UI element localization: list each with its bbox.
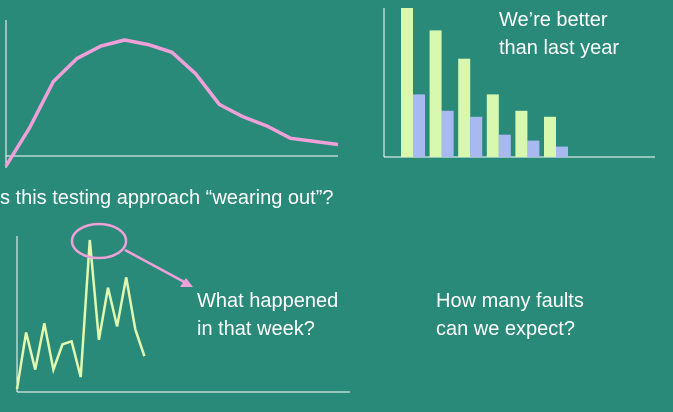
happened-text-line1: What happened [197,290,339,312]
curve-series-line [4,38,339,167]
bar-last-6 [556,146,568,157]
question-text: s this testing approach “wearing out”? [0,187,334,209]
faults-text-line1: How many faults [436,290,584,312]
annotation-arrowhead [180,278,193,287]
bar-current-3 [458,58,471,158]
better-text-line2: than last year [499,37,620,59]
bar-chart [383,8,655,158]
bar-current-6 [544,116,556,157]
curve-chart [4,20,339,168]
annotation-arrow [124,248,189,286]
happened-text-line2: in that week? [197,318,315,340]
spike-highlight-ellipse [70,222,128,260]
spike-chart [15,222,350,393]
better-text-line1: We’re better [499,9,608,31]
bar-last-5 [527,140,540,157]
bar-current-2 [429,30,442,157]
bar-current-5 [515,110,528,157]
bar-current-4 [486,94,499,157]
faults-text-line2: can we expect? [436,318,575,340]
bar-current-1 [401,8,413,157]
bar-last-3 [470,116,483,157]
bar-last-4 [498,134,511,157]
spike-series-line [15,239,146,390]
bar-last-1 [413,94,425,157]
bar-last-2 [441,110,454,157]
